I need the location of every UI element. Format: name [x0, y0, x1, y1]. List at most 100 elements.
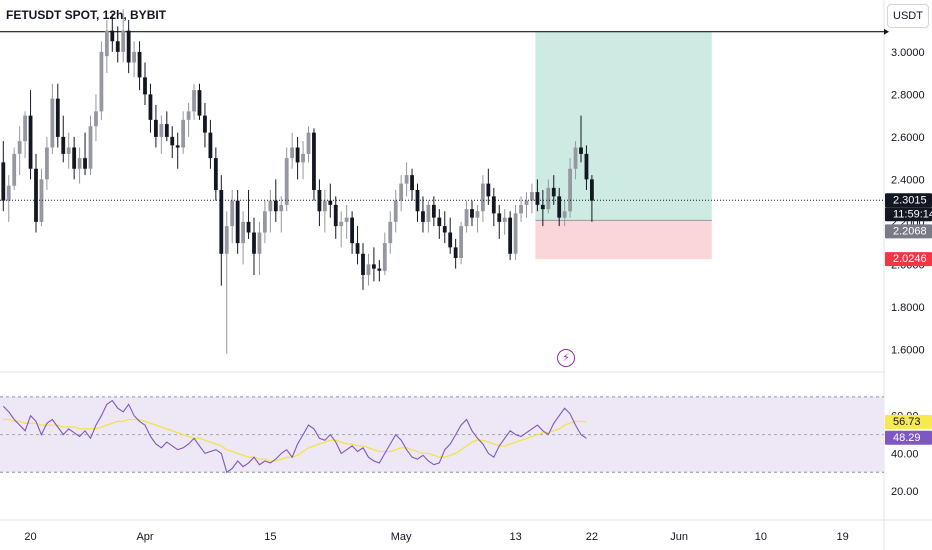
candle — [366, 253, 371, 286]
candle — [388, 211, 393, 254]
candle — [137, 41, 142, 91]
time-tick-label: 19 — [836, 531, 848, 543]
flash-icon[interactable]: ⚡ — [557, 349, 575, 367]
candle-body — [399, 183, 404, 201]
long-position-tool[interactable] — [535, 31, 712, 260]
candle — [241, 211, 245, 265]
candle — [540, 190, 545, 227]
candle-body — [557, 196, 562, 218]
candle — [470, 200, 474, 227]
candle — [192, 83, 196, 120]
candle — [257, 221, 262, 275]
candle-body — [481, 183, 485, 212]
candle-body — [584, 153, 589, 180]
candle — [273, 179, 278, 222]
entry-tag-text: 2.2068 — [893, 225, 927, 237]
time-tick-label: 20 — [24, 531, 36, 543]
candle-body — [235, 200, 240, 244]
candle — [164, 111, 169, 142]
candle-body — [355, 243, 360, 254]
candle-body — [99, 51, 104, 112]
candle — [17, 126, 22, 176]
candle — [55, 83, 60, 148]
candle-body — [61, 136, 66, 154]
candle — [66, 132, 71, 169]
candle-body — [540, 204, 545, 210]
candle — [426, 200, 431, 233]
candle-body — [475, 211, 480, 218]
candle-body — [530, 192, 534, 201]
candle — [382, 232, 387, 275]
candle-body — [573, 147, 578, 169]
candle-body — [181, 119, 186, 148]
candle — [551, 175, 556, 205]
candle-body — [437, 217, 442, 227]
candle-body — [404, 175, 409, 184]
candle-body — [426, 204, 431, 222]
candle-body — [186, 111, 191, 120]
candle — [213, 147, 218, 201]
rsi-ma-tag-bg — [885, 414, 932, 429]
price-tags: 2.3015 11:59:14 2.2068 2.0246 56.73 48.29 — [884, 28, 932, 445]
candle-body — [17, 141, 22, 154]
candle-body — [50, 98, 55, 148]
candle — [235, 190, 240, 254]
candle-body — [361, 253, 365, 275]
stop-zone[interactable] — [535, 220, 712, 260]
candle — [459, 221, 463, 265]
candle — [159, 115, 164, 154]
candle-body — [88, 126, 93, 169]
candle-body — [519, 204, 523, 214]
currency-button[interactable]: USDT — [887, 4, 929, 28]
entry-tag-bg — [885, 224, 932, 239]
candle-body — [442, 226, 447, 233]
candle — [355, 226, 360, 265]
candle — [181, 111, 186, 154]
price-tick-label: 2.6000 — [891, 132, 925, 144]
candle-body — [159, 124, 164, 137]
candle — [448, 217, 453, 254]
candle-body — [333, 204, 338, 227]
candle — [464, 200, 469, 233]
candle — [350, 211, 354, 254]
candle-body — [524, 200, 529, 205]
rsi-ma-line — [3, 418, 587, 462]
candle-body — [224, 226, 229, 254]
candle — [104, 20, 109, 74]
candle-body — [382, 243, 387, 271]
candle — [186, 102, 191, 137]
candle-body — [290, 147, 295, 159]
candle — [333, 196, 338, 239]
candle-body — [497, 213, 502, 222]
candle — [88, 115, 93, 176]
candle — [579, 115, 583, 163]
candle-body — [83, 158, 87, 169]
candle-body — [339, 221, 344, 227]
candle — [61, 115, 66, 163]
candle-body — [301, 153, 305, 163]
rsi-tag-bg — [885, 430, 932, 445]
candle — [481, 175, 485, 222]
candle-body — [257, 232, 262, 254]
candle-body — [230, 200, 235, 227]
candle — [143, 62, 147, 105]
rsi-line — [2, 399, 587, 474]
candle — [23, 111, 27, 159]
candle — [126, 20, 131, 74]
candle — [535, 179, 540, 212]
candle-body — [72, 147, 77, 169]
candle — [361, 243, 365, 290]
candle — [203, 102, 207, 148]
candle — [513, 204, 518, 261]
candle-body — [219, 190, 224, 254]
candle — [437, 209, 442, 239]
time-axis[interactable]: 20Apr15May1322Jun1019Jul — [24, 531, 932, 543]
candle-body — [121, 30, 126, 52]
candle — [415, 183, 420, 222]
price-tick-label: 1.6000 — [891, 344, 925, 356]
candle — [230, 190, 235, 244]
candle-body — [252, 232, 256, 254]
candle-body — [322, 200, 327, 212]
profit-zone[interactable] — [535, 31, 712, 221]
